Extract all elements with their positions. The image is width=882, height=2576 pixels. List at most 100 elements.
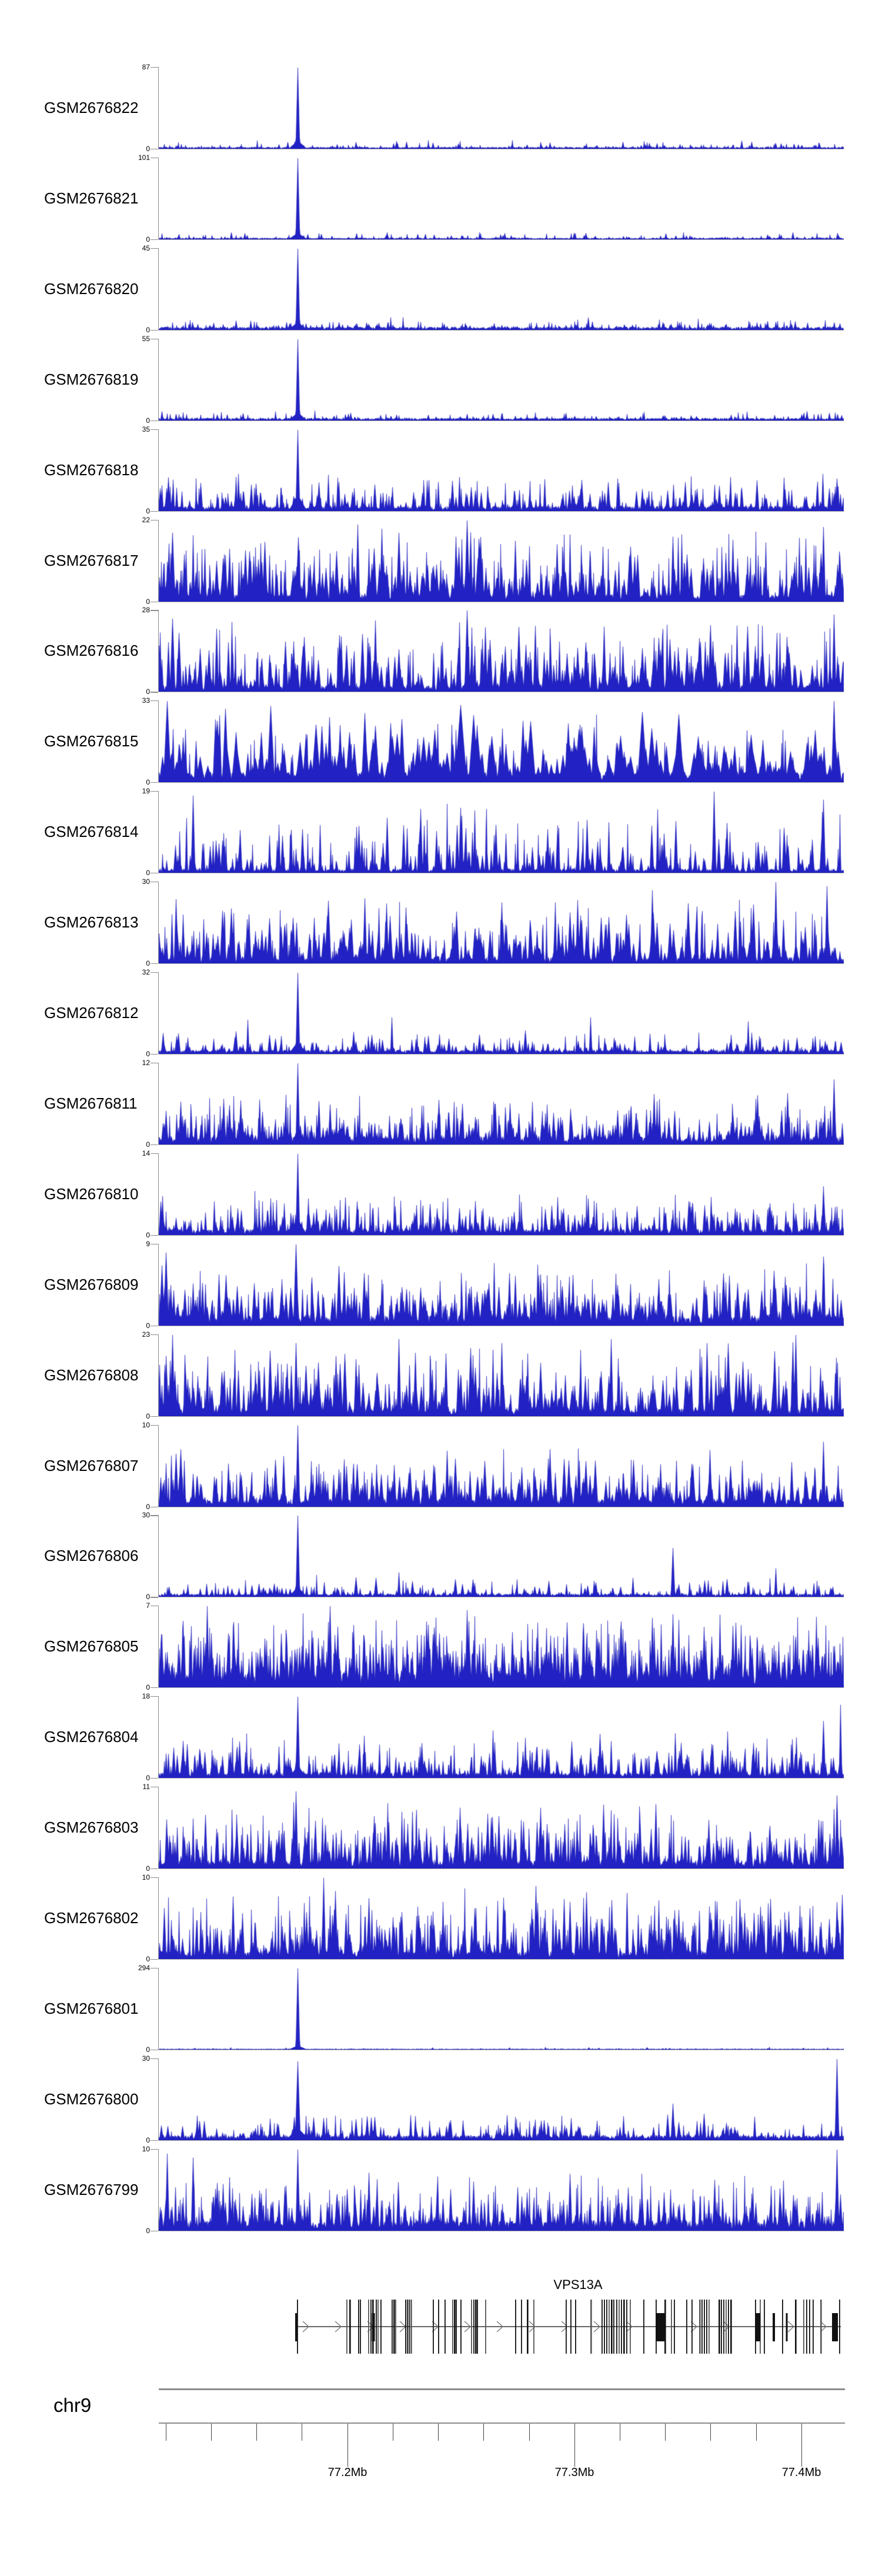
exon [452, 2300, 453, 2354]
y-axis-line [158, 610, 159, 692]
x-baseline [159, 2140, 844, 2141]
y-axis-line [158, 1877, 159, 1959]
coverage-histogram [159, 2148, 844, 2231]
minor-tick [665, 2424, 666, 2441]
track-label: GSM2676801 [44, 1999, 139, 2017]
exon [630, 2300, 631, 2354]
exon [813, 2300, 814, 2354]
y-axis-line [158, 882, 159, 964]
y-zero-label: 0 [146, 2045, 150, 2054]
exon [616, 2300, 617, 2354]
y-max-label: 23 [142, 1330, 150, 1339]
y-max-label: 294 [138, 1963, 150, 1972]
exon [726, 2300, 727, 2354]
exon [438, 2300, 439, 2354]
track-label: GSM2676807 [44, 1456, 139, 1474]
exon-box [832, 2313, 838, 2341]
track-label: GSM2676806 [44, 1547, 139, 1565]
exon [358, 2300, 359, 2354]
y-axis-tick [151, 510, 158, 512]
y-axis-tick [151, 2140, 158, 2141]
exon [621, 2300, 622, 2354]
exon [611, 2300, 613, 2354]
track-label: GSM2676813 [44, 913, 139, 932]
coverage-histogram [159, 338, 844, 421]
y-axis-tick [151, 963, 158, 965]
y-zero-label: 0 [146, 778, 150, 787]
y-axis-tick [151, 1959, 158, 1960]
strand-arrow-icon [302, 2321, 309, 2333]
exon [575, 2300, 576, 2354]
exon [370, 2300, 372, 2354]
y-axis-tick [151, 2148, 158, 2150]
y-axis-line [158, 2058, 159, 2140]
y-zero-label: 0 [146, 1502, 150, 1511]
exon [533, 2300, 534, 2354]
y-zero-label: 0 [146, 1593, 150, 1601]
track-label: GSM2676815 [44, 732, 139, 750]
exon [606, 2300, 607, 2354]
x-baseline [159, 1054, 844, 1055]
exon [566, 2300, 567, 2354]
exon [477, 2300, 478, 2354]
exon [570, 2300, 572, 2354]
axis-range-line [159, 2388, 845, 2390]
y-axis-line [158, 1515, 159, 1597]
y-axis-tick [151, 700, 158, 702]
strand-arrow-icon [787, 2321, 794, 2333]
exon [392, 2300, 393, 2354]
gene-name-label: VPS13A [553, 2277, 603, 2292]
y-axis-tick [151, 1416, 158, 1417]
exon [686, 2300, 687, 2354]
strand-arrow-icon [496, 2321, 503, 2333]
exon [643, 2300, 644, 2354]
y-axis-tick [151, 2058, 158, 2059]
x-baseline [159, 1416, 844, 1417]
exon [619, 2300, 620, 2354]
exon [405, 2300, 406, 2354]
exon [445, 2300, 446, 2354]
y-axis-tick [151, 1515, 158, 1516]
exon [691, 2300, 693, 2354]
y-axis-line [158, 1062, 159, 1144]
y-axis-line [158, 157, 159, 239]
exon [809, 2300, 810, 2354]
x-baseline [159, 1868, 844, 1870]
exon [701, 2300, 703, 2354]
y-max-label: 10 [142, 1873, 150, 1881]
y-axis-tick [151, 1234, 158, 1236]
track-label: GSM2676802 [44, 1909, 139, 1927]
exon [475, 2300, 477, 2354]
y-zero-label: 0 [146, 1774, 150, 1783]
exon [473, 2300, 475, 2354]
track-label: GSM2676810 [44, 1184, 139, 1203]
exon [728, 2300, 729, 2354]
y-zero-label: 0 [146, 688, 150, 696]
y-axis-line [158, 519, 159, 602]
y-axis-tick [151, 1877, 158, 1878]
y-max-label: 45 [142, 243, 150, 252]
exon [454, 2300, 456, 2354]
track-label: GSM2676809 [44, 1275, 139, 1293]
y-axis-tick [151, 791, 158, 792]
strand-arrow-icon [464, 2321, 471, 2333]
y-zero-label: 0 [146, 1683, 150, 1692]
minor-tick [529, 2424, 530, 2441]
y-axis-line [158, 791, 159, 873]
coverage-histogram [159, 1967, 844, 2050]
y-axis-line [158, 700, 159, 783]
exon [719, 2300, 720, 2354]
y-zero-label: 0 [146, 416, 150, 425]
track-label: GSM2676816 [44, 642, 139, 660]
exon [407, 2300, 408, 2354]
y-zero-label: 0 [146, 1140, 150, 1149]
y-max-label: 55 [142, 334, 150, 343]
y-max-label: 9 [146, 1239, 150, 1248]
exon [706, 2300, 707, 2354]
exon-box [786, 2313, 788, 2341]
y-axis-line [158, 1967, 159, 2050]
y-max-label: 19 [142, 787, 150, 796]
y-axis-line [158, 429, 159, 511]
chromosome-label: chr9 [54, 2394, 92, 2416]
exon [699, 2300, 701, 2354]
